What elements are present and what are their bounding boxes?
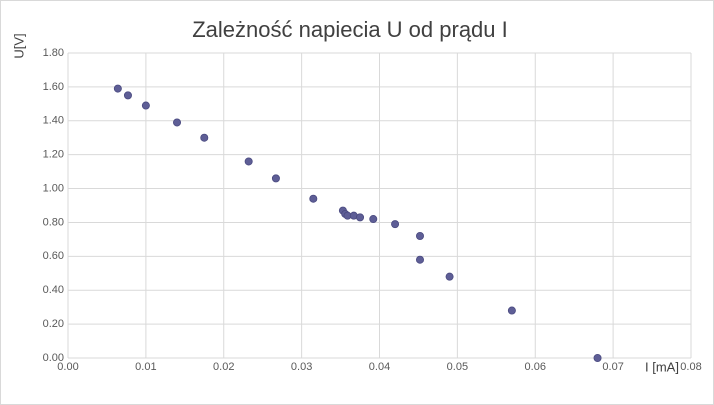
point bbox=[356, 213, 365, 222]
y-tick-label: 0.60 bbox=[43, 250, 64, 262]
y-tick-label: 1.80 bbox=[43, 47, 64, 59]
y-tick-label: 0.20 bbox=[43, 318, 64, 330]
x-tick-label: 0.02 bbox=[213, 361, 234, 373]
x-tick-label: 0.07 bbox=[602, 361, 623, 373]
x-tick-label: 0.08 bbox=[680, 361, 701, 373]
point bbox=[507, 306, 516, 315]
y-tick-label: 1.20 bbox=[43, 149, 64, 161]
point bbox=[113, 84, 122, 93]
point bbox=[415, 255, 424, 264]
point bbox=[309, 194, 318, 203]
point bbox=[173, 118, 182, 127]
y-axis-title: U[V] bbox=[11, 33, 26, 58]
point bbox=[123, 91, 132, 100]
x-tick-label: 0.01 bbox=[135, 361, 156, 373]
point bbox=[593, 353, 602, 362]
point bbox=[369, 215, 378, 224]
x-tick-label: 0.03 bbox=[291, 361, 312, 373]
x-tick-label: 0.04 bbox=[369, 361, 390, 373]
y-tick-label: 1.60 bbox=[43, 81, 64, 93]
chart-title: Zależność napiecia U od prądu I bbox=[192, 17, 508, 42]
y-tick-label: 1.00 bbox=[43, 182, 64, 194]
y-tick-label: 0.40 bbox=[43, 284, 64, 296]
y-tick-label: 0.80 bbox=[43, 216, 64, 228]
point bbox=[244, 157, 253, 166]
x-tick-label: 0.06 bbox=[525, 361, 546, 373]
point bbox=[415, 231, 424, 240]
point bbox=[271, 174, 280, 183]
y-tick-label: 0.00 bbox=[43, 352, 64, 364]
x-axis-title: I [mA] bbox=[645, 359, 679, 374]
x-tick-label: 0.00 bbox=[57, 361, 78, 373]
point bbox=[445, 272, 454, 281]
y-tick-label: 1.40 bbox=[43, 115, 64, 127]
point bbox=[391, 220, 400, 229]
x-tick-label: 0.05 bbox=[447, 361, 468, 373]
point bbox=[141, 101, 150, 110]
point bbox=[200, 133, 209, 142]
